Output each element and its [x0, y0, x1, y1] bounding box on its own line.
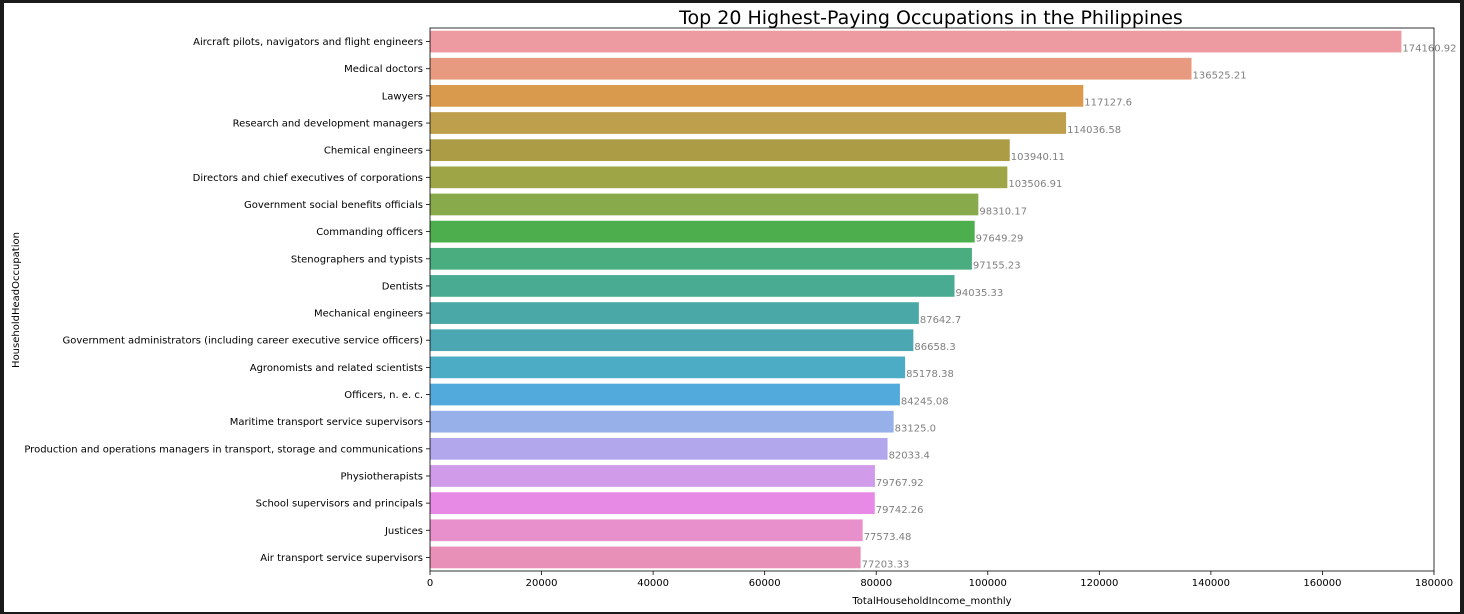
y-tick-label: Research and development managers: [233, 119, 423, 130]
y-tick-label: Dentists: [382, 281, 423, 292]
value-label: 114036.58: [1067, 125, 1121, 136]
bar: [430, 302, 919, 324]
chart-frame: Top 20 Highest-Paying Occupations in the…: [4, 3, 1460, 612]
bar: [430, 166, 1008, 189]
value-label: 79767.92: [876, 478, 924, 489]
x-tick-label: 40000: [637, 578, 669, 589]
y-tick-label: Physiotherapists: [340, 471, 423, 482]
bar: [430, 193, 979, 216]
value-label: 82033.4: [889, 451, 930, 462]
x-tick-label: 80000: [860, 578, 892, 589]
chart-title: Top 20 Highest-Paying Occupations in the…: [678, 7, 1183, 29]
y-tick-label: Air transport service supervisors: [260, 553, 423, 564]
value-labels: 174160.92 136525.21 117127.6 114036.58 10394…: [862, 43, 1457, 570]
x-tick-label: 140000: [1192, 578, 1230, 589]
bar: [430, 437, 888, 460]
value-label: 85178.38: [906, 369, 954, 380]
y-tick-labels: Aircraft pilots, navigators and flight e…: [24, 37, 430, 564]
y-tick-label: Aircraft pilots, navigators and flight e…: [193, 37, 423, 48]
x-tick-label: 0: [427, 578, 433, 589]
value-label: 79742.26: [876, 505, 924, 516]
value-label: 117127.6: [1084, 98, 1132, 109]
bar: [430, 356, 906, 379]
bar: [430, 139, 1010, 162]
x-tick-label: 180000: [1415, 578, 1453, 589]
bar: [430, 465, 875, 487]
value-label: 174160.92: [1402, 43, 1456, 54]
bars-group: [430, 30, 1402, 569]
y-tick-label: Government social benefits officials: [244, 200, 423, 211]
y-tick-label: Stenographers and typists: [291, 254, 423, 265]
value-label: 87642.7: [920, 315, 961, 326]
value-label: 97649.29: [976, 233, 1024, 244]
value-label: 83125.0: [895, 424, 936, 435]
x-tick-label: 60000: [749, 578, 781, 589]
bar: [430, 85, 1084, 107]
value-label: 136525.21: [1193, 71, 1247, 82]
y-tick-label: Lawyers: [382, 91, 423, 102]
bar: [430, 410, 894, 433]
x-tick-label: 100000: [969, 578, 1007, 589]
bar: [430, 383, 900, 406]
y-tick-label: Mechanical engineers: [314, 309, 423, 320]
value-label: 103940.11: [1011, 152, 1065, 163]
y-tick-label: Directors and chief executives of corpor…: [193, 173, 423, 184]
y-tick-label: Maritime transport service supervisors: [230, 417, 423, 428]
x-ticks: 0 20000 40000 60000 80000 100000 120000 140000 1…: [427, 571, 1453, 589]
bar: [430, 329, 914, 352]
value-label: 84245.08: [901, 396, 949, 407]
bar: [430, 247, 972, 270]
y-tick-label: Commanding officers: [316, 227, 423, 238]
y-tick-label: School supervisors and principals: [256, 499, 423, 510]
value-label: 77573.48: [864, 532, 912, 543]
x-tick-label: 160000: [1303, 578, 1341, 589]
y-tick-label: Chemical engineers: [324, 146, 423, 157]
y-tick-label: Officers, n. e. c.: [344, 390, 423, 401]
y-tick-label: Justices: [384, 526, 423, 537]
x-tick-label: 20000: [526, 578, 558, 589]
y-axis-label: HouseholdHeadOccupation: [11, 232, 22, 368]
y-tick-label: Medical doctors: [344, 64, 423, 75]
y-tick-label: Production and operations managers in tr…: [24, 444, 423, 455]
bar-chart: Top 20 Highest-Paying Occupations in the…: [11, 7, 1457, 607]
bar: [430, 492, 875, 514]
bar: [430, 519, 863, 542]
y-tick-label: Government administrators (including car…: [63, 336, 424, 347]
bar: [430, 275, 955, 297]
value-label: 97155.23: [973, 261, 1021, 272]
plot-area-frame: [429, 27, 1435, 572]
bar: [430, 546, 861, 569]
value-label: 86658.3: [914, 342, 955, 353]
value-label: 98310.17: [979, 206, 1027, 217]
bar: [430, 30, 1402, 53]
bar: [430, 57, 1192, 80]
bar: [430, 112, 1067, 134]
value-label: 103506.91: [1008, 179, 1062, 190]
x-tick-label: 120000: [1080, 578, 1118, 589]
y-tick-label: Agronomists and related scientists: [250, 363, 423, 374]
value-label: 94035.33: [956, 288, 1004, 299]
bar: [430, 220, 975, 243]
value-label: 77203.33: [862, 559, 910, 570]
x-axis-label: TotalHouseholdIncome_monthly: [851, 596, 1011, 607]
